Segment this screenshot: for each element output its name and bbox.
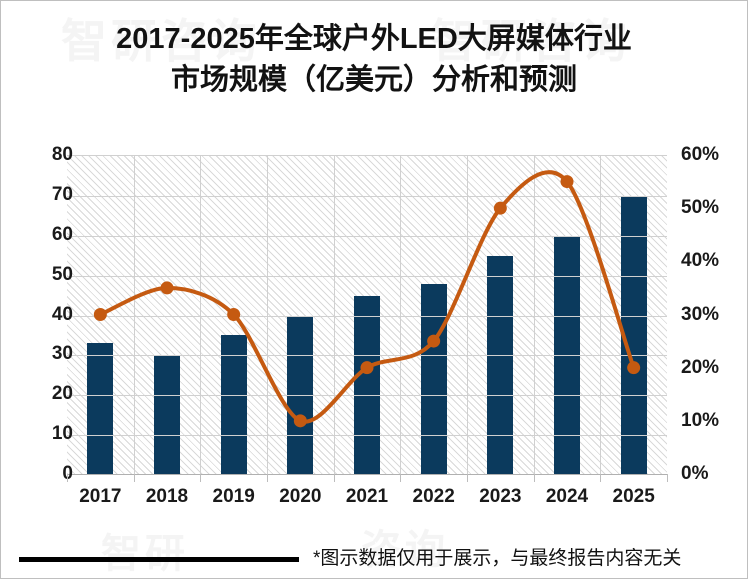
- y-axis-tick-label: 60: [51, 223, 73, 245]
- x-axis-tick-label: 2025: [612, 486, 655, 507]
- y-axis-tick-label: 50: [51, 263, 73, 285]
- bar: [487, 255, 514, 475]
- chart-title-line-2: 市场规模（亿美元）分析和预测: [170, 64, 577, 97]
- gridline-vertical: [333, 156, 335, 474]
- line-marker: [293, 414, 307, 428]
- x-axis-tick: [533, 474, 535, 482]
- x-axis-tick-label: 2022: [412, 486, 455, 507]
- gridline-horizontal: [67, 395, 667, 397]
- y2-axis-tick-label: 10%: [681, 409, 720, 431]
- line-marker: [227, 308, 241, 321]
- y2-axis-tick-label: 0%: [681, 463, 709, 484]
- gridline-horizontal: [67, 275, 667, 277]
- x-axis-tick: [333, 474, 335, 482]
- bar: [154, 355, 180, 475]
- y-axis-tick-label: 70: [51, 183, 73, 205]
- x-axis-tick-label: 2019: [212, 486, 255, 507]
- x-axis-tick: [200, 474, 202, 482]
- x-axis-tick-label: 2017: [79, 486, 122, 507]
- y2-axis-tick-label: 50%: [681, 197, 720, 219]
- x-axis-tick: [467, 474, 468, 482]
- gridline-horizontal: [67, 235, 667, 237]
- x-axis-tick: [667, 474, 668, 482]
- y2-axis-tick-label: 20%: [681, 356, 720, 378]
- x-axis-tick: [400, 474, 402, 482]
- chart-title: 2017-2025年全球户外LED大屏媒体行业 市场规模（亿美元）分析和预测: [1, 19, 747, 101]
- y2-axis-tick-label: 40%: [681, 250, 720, 272]
- y-axis-tick-label: 10: [51, 423, 73, 445]
- y-axis-tick-label: 30: [51, 343, 73, 365]
- gridline-vertical: [200, 156, 202, 474]
- y-axis-tick-label: 0: [27, 463, 73, 485]
- x-axis-tick-label: 2024: [545, 486, 589, 507]
- line-markers: [93, 175, 641, 428]
- gridline-vertical: [133, 156, 135, 474]
- x-axis-tick: [133, 474, 135, 482]
- growth-line: [98, 170, 636, 424]
- gridline-vertical: [267, 156, 268, 474]
- gridline-horizontal: [67, 355, 667, 357]
- footer-rule: [19, 557, 299, 562]
- y2-axis-tick-label: 30%: [681, 303, 720, 325]
- line-marker: [360, 361, 374, 375]
- y-axis-tick-label: 40: [51, 303, 73, 325]
- gridline-vertical: [467, 156, 468, 474]
- bar: [354, 295, 380, 475]
- bar: [87, 343, 114, 475]
- chart-title-line-1: 2017-2025年全球户外LED大屏媒体行业: [116, 23, 632, 55]
- line-marker: [160, 281, 174, 295]
- chart-area: 0 10 20 30 40 50 60 70 80 0% 10% 20% 30% 40% 50% 60% 2…: [1, 141, 749, 507]
- x-axis-tick-label: 2020: [279, 486, 322, 507]
- gridline-horizontal: [67, 195, 667, 197]
- gridline-vertical: [533, 156, 535, 474]
- y-axis-tick-label: 20: [51, 383, 73, 405]
- line-marker: [560, 175, 574, 189]
- x-axis-tick-label: 2021: [345, 486, 389, 507]
- line-series: [93, 170, 641, 428]
- bar: [220, 335, 247, 475]
- line-marker: [493, 201, 507, 215]
- gridline-vertical: [400, 156, 402, 474]
- line-marker: [427, 334, 441, 348]
- gridline-horizontal: [67, 315, 667, 317]
- x-axis-line: [67, 474, 667, 475]
- x-axis-tick: [600, 474, 602, 482]
- gridline-horizontal: [67, 435, 667, 437]
- footer-note: *图示数据仅用于展示，与最终报告内容无关: [313, 548, 682, 569]
- gridline-vertical: [600, 156, 602, 474]
- x-axis-tick-label: 2018: [145, 486, 189, 507]
- y2-axis-tick-label: 60%: [681, 144, 720, 165]
- x-axis-tick-label: 2023: [479, 486, 522, 507]
- x-axis-tick: [67, 474, 68, 482]
- line-marker: [627, 361, 641, 375]
- plot-area: [67, 155, 667, 475]
- x-axis-tick: [267, 474, 268, 482]
- y-axis-tick-label: 80: [51, 144, 73, 165]
- chart-footer: *图示数据仅用于展示，与最终报告内容无关: [1, 537, 747, 577]
- line-marker: [93, 308, 107, 321]
